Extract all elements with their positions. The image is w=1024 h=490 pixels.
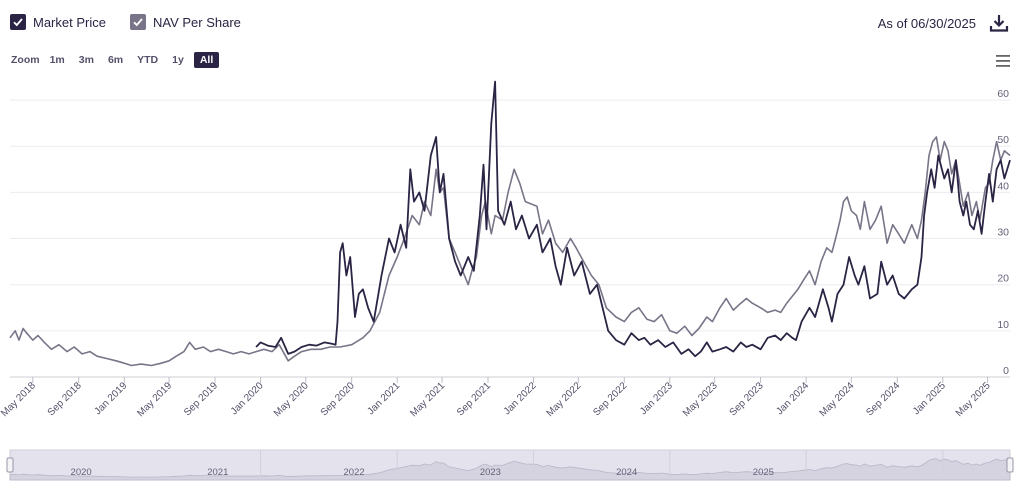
y-tick-label: 30 bbox=[997, 227, 1009, 239]
checkbox-checked-icon[interactable] bbox=[129, 14, 146, 30]
x-tick-label: Sep 2024 bbox=[864, 380, 902, 418]
x-tick-label: Jan 2019 bbox=[93, 380, 130, 417]
x-tick-label: Sep 2018 bbox=[46, 380, 84, 418]
navigator-label: 2023 bbox=[480, 467, 501, 478]
zoom-button-ytd[interactable]: YTD bbox=[137, 54, 159, 66]
y-tick-label: 50 bbox=[997, 134, 1009, 146]
zoom-button-1m[interactable]: 1m bbox=[49, 54, 65, 66]
y-tick-label: 60 bbox=[997, 88, 1009, 100]
hamburger-menu-icon[interactable] bbox=[996, 54, 1010, 67]
series-lines bbox=[9, 80, 1011, 367]
x-tick-label: May 2022 bbox=[545, 380, 584, 419]
y-tick-label: 20 bbox=[997, 273, 1009, 285]
legend-item-nav-per-share[interactable]: NAV Per Share bbox=[129, 14, 241, 30]
x-tick-label: Sep 2020 bbox=[319, 380, 357, 418]
navigator-handle bbox=[1006, 457, 1014, 473]
x-tick-label: Jan 2021 bbox=[365, 380, 402, 417]
x-tick-label: May 2021 bbox=[408, 380, 447, 419]
gridlines bbox=[10, 99, 1010, 378]
legend-label-nav-per-share: NAV Per Share bbox=[152, 14, 241, 30]
zoom-button-all[interactable]: All bbox=[193, 52, 220, 68]
x-tick-label: Sep 2021 bbox=[455, 380, 493, 418]
navigator-series-area bbox=[9, 458, 1011, 481]
x-tick-label: Sep 2019 bbox=[182, 380, 220, 418]
navigator-label: 2022 bbox=[344, 467, 365, 478]
x-tick-label: Sep 2023 bbox=[728, 380, 766, 418]
x-tick-label: Sep 2022 bbox=[591, 380, 629, 418]
legend-label-market-price: Market Price bbox=[33, 14, 106, 30]
zoom-button-1y[interactable]: 1y bbox=[172, 54, 184, 66]
x-axis: May 2018 Sep 2018 Jan 2019 May 2019 Sep 2019… bbox=[0, 377, 993, 419]
legend-item-market-price[interactable]: Market Price bbox=[10, 14, 106, 30]
zoom-button-6m[interactable]: 6m bbox=[107, 54, 124, 66]
range-navigator[interactable]: 2020 2021 2022 2023 2024 2025 bbox=[6, 449, 1014, 481]
zoom-controls: Zoom 1m 3m 6m YTD 1y All bbox=[11, 52, 220, 68]
x-tick-label: May 2018 bbox=[0, 380, 38, 419]
as-of-date: As of 06/30/2025 bbox=[877, 16, 976, 31]
x-tick-label: May 2025 bbox=[954, 380, 993, 419]
download-icon[interactable] bbox=[988, 12, 1010, 34]
x-tick-label: Jan 2024 bbox=[774, 380, 811, 417]
x-tick-label: Jan 2022 bbox=[502, 380, 539, 417]
series-line-market-price bbox=[255, 80, 1011, 358]
navigator-label: 2025 bbox=[753, 467, 774, 478]
navigator-label: 2024 bbox=[616, 467, 637, 478]
series-line-nav-per-share bbox=[9, 136, 1011, 367]
x-tick-label: May 2019 bbox=[135, 380, 174, 419]
zoom-button-3m[interactable]: 3m bbox=[78, 54, 94, 66]
x-tick-label: Jan 2025 bbox=[911, 380, 948, 417]
y-tick-label: 40 bbox=[997, 180, 1009, 192]
y-tick-label: 10 bbox=[997, 319, 1009, 331]
y-tick-label: 0 bbox=[1003, 365, 1009, 377]
checkbox-checked-icon[interactable] bbox=[10, 14, 26, 30]
x-tick-label: Jan 2023 bbox=[638, 380, 675, 417]
x-tick-label: May 2020 bbox=[272, 380, 311, 419]
navigator-label: 2021 bbox=[207, 467, 228, 478]
y-axis-labels: 0 10 20 30 40 50 60 bbox=[997, 88, 1009, 377]
x-tick-label: May 2023 bbox=[681, 380, 720, 419]
x-tick-label: May 2024 bbox=[818, 380, 857, 419]
navigator-handle bbox=[6, 457, 14, 473]
navigator-label: 2020 bbox=[71, 467, 92, 478]
zoom-label: Zoom bbox=[11, 54, 40, 66]
legend: Market Price NAV Per Share bbox=[10, 14, 241, 30]
x-tick-label: Jan 2020 bbox=[229, 380, 266, 417]
